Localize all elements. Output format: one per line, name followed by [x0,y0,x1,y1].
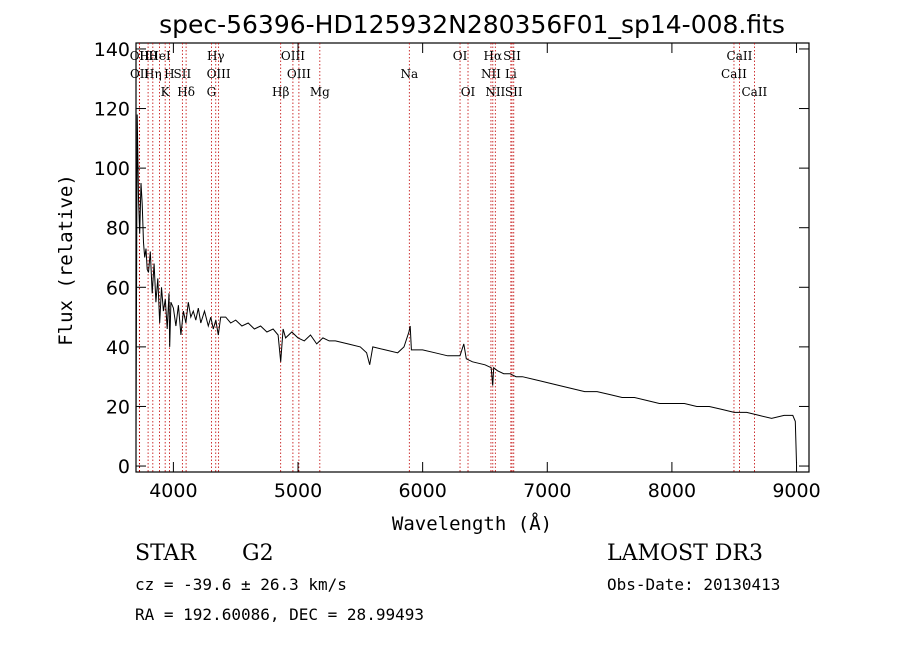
line-label-oiii: OIII [207,67,231,81]
x-tick-label: 4000 [149,480,197,502]
line-label-sii: SII [174,67,192,81]
x-tick-label: 8000 [648,480,696,502]
line-label-li: Li [505,67,517,81]
y-tick-label: 140 [94,39,130,61]
line-label-mg: Mg [310,85,330,99]
y-tick-label: 40 [106,337,130,359]
line-label-hγ: Hγ [207,49,225,63]
spectral-line-markers [138,43,755,472]
line-label-oii: OII [130,49,150,63]
line-label-na: Na [400,67,418,81]
survey-name: LAMOST DR3 [607,541,763,566]
line-label-hei: HeI [148,49,171,63]
redshift-text: cz = -39.6 ± 26.3 km/s [135,575,347,594]
spectrum-line [135,114,797,464]
line-label-nii: NII [485,85,505,99]
line-label-oiii: OIII [287,67,311,81]
line-label-hθ: Hθ [139,49,157,63]
y-tick-label: 20 [106,396,130,418]
line-label-nii: NII [481,67,501,81]
line-label-h: H [164,67,174,81]
y-tick-label: 0 [118,456,130,478]
line-label-oi: OI [453,49,468,63]
y-tick-label: 120 [94,99,130,121]
y-axis-ticks: 0 20 40 60 80 100 120 140 [94,39,809,478]
line-label-g: G [207,85,217,99]
plot-frame [135,42,810,473]
line-label-hη: Hη [144,67,162,81]
line-label-oi: OI [461,85,476,99]
x-tick-label: 9000 [772,480,820,502]
line-label-caii: CaII [721,67,747,81]
spectral-line-labels: OIIOIIHθHηHeIKHHδSIIHγGOIIIHβOIIIOIIIMgN… [130,49,768,99]
y-tick-label: 80 [106,218,130,240]
object-type: STAR [135,541,197,566]
line-label-oii: OII [130,67,150,81]
line-label-hδ: Hδ [177,85,195,99]
x-axis-label: Wavelength (Å) [392,512,552,535]
x-axis-ticks: 4000 5000 6000 7000 8000 9000 [149,43,821,502]
line-label-caii: CaII [741,85,767,99]
line-label-hβ: Hβ [272,85,289,99]
chart-title: spec-56396-HD125932N280356F01_sp14-008.f… [159,10,785,39]
line-label-k: K [161,85,171,99]
line-label-sii: SII [505,85,523,99]
x-tick-label: 5000 [274,480,322,502]
line-label-caii: CaII [727,49,753,63]
line-label-hα: Hα [484,49,503,63]
subclass: G2 [242,541,274,566]
y-axis-label: Flux (relative) [55,174,77,346]
y-tick-label: 100 [94,158,130,180]
y-tick-label: 60 [106,277,130,299]
line-label-oiii: OIII [281,49,305,63]
x-tick-label: 6000 [398,480,446,502]
line-label-sii: SII [503,49,521,63]
obs-date: Obs-Date: 20130413 [607,575,780,594]
x-tick-label: 7000 [523,480,571,502]
coordinates: RA = 192.60086, DEC = 28.99493 [135,605,424,624]
